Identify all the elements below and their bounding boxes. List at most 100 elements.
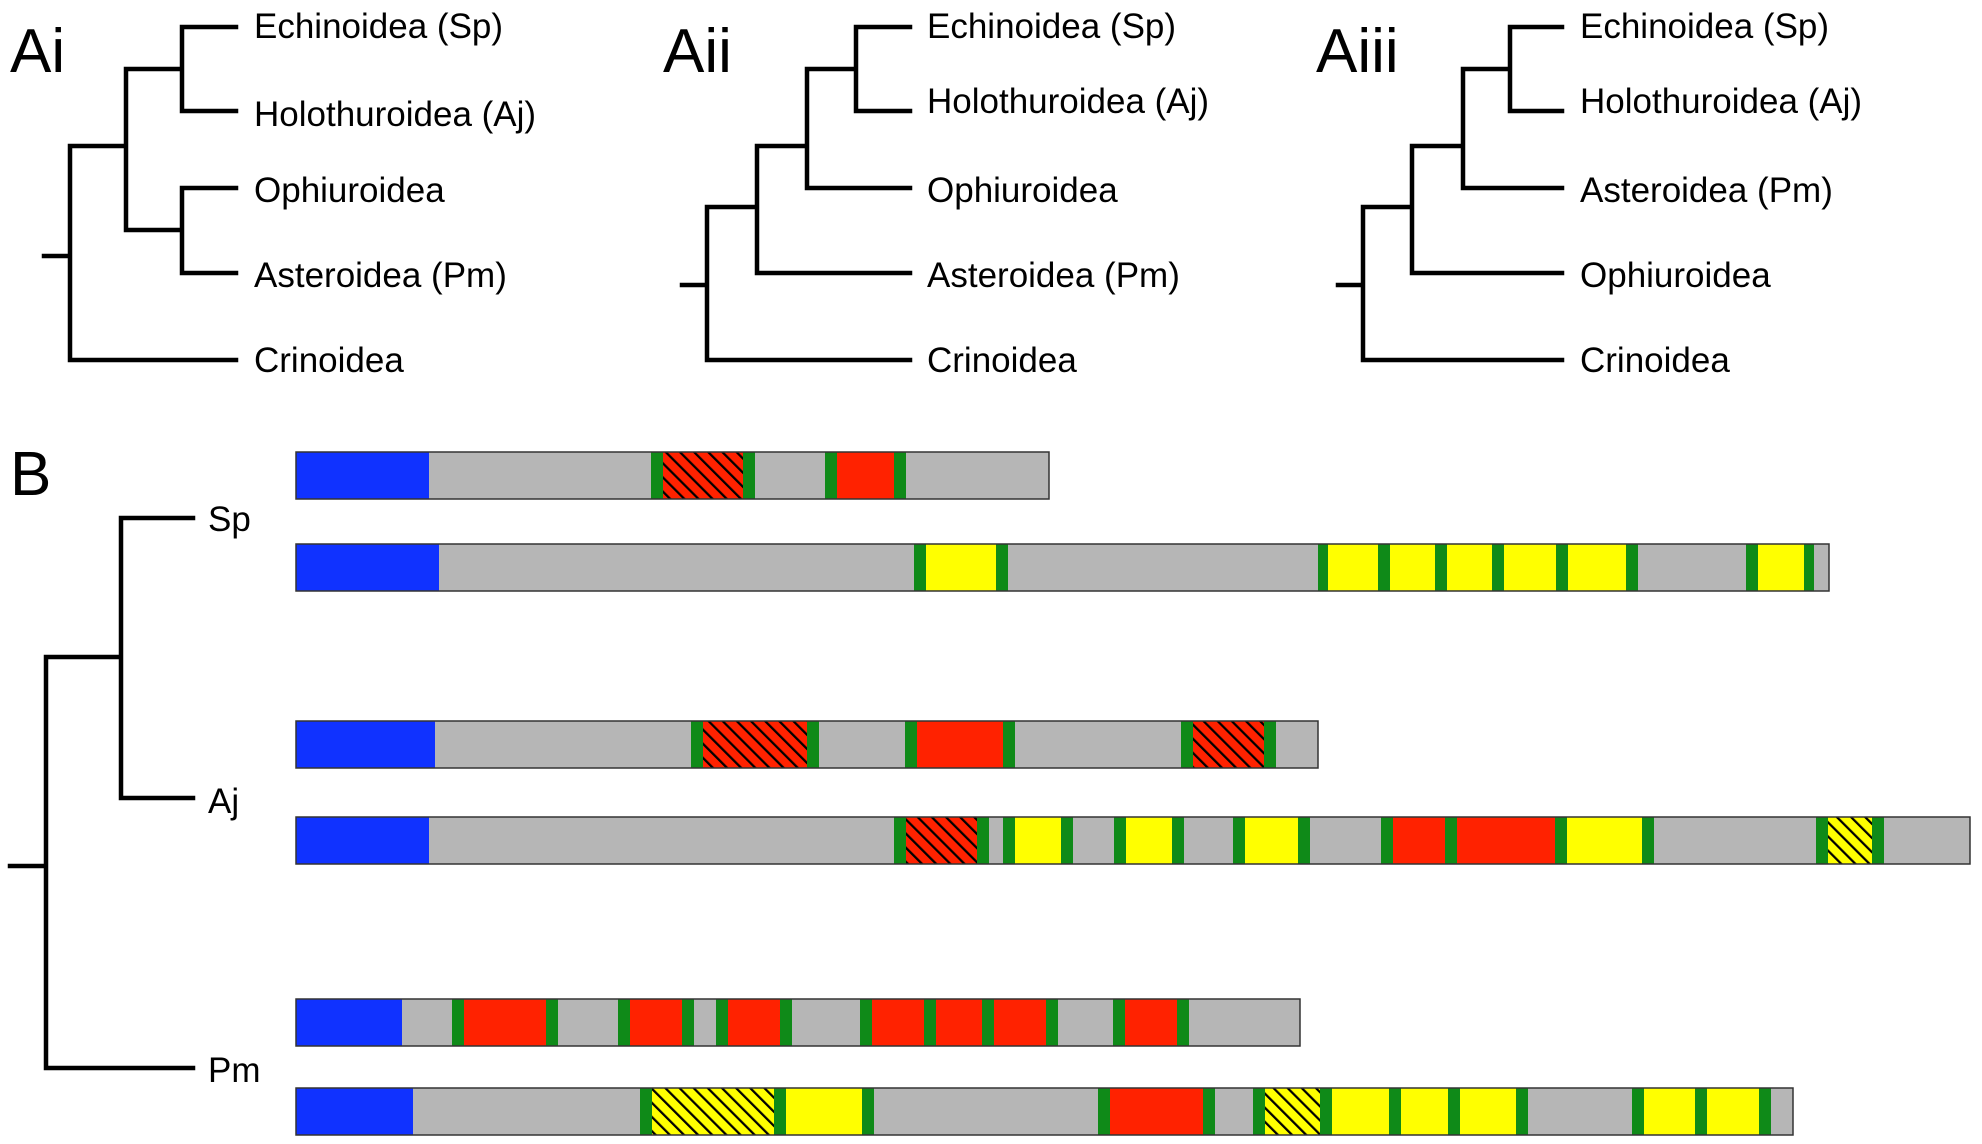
domain-green	[546, 999, 558, 1046]
domain-gray	[1008, 544, 1318, 591]
domain-red	[837, 452, 894, 499]
domain-green	[1113, 999, 1125, 1046]
domain-green	[1695, 1088, 1707, 1135]
domain-green	[860, 999, 872, 1046]
domain-green	[682, 999, 694, 1046]
species-label-pm: Pm	[208, 1051, 261, 1090]
domain-green	[651, 452, 663, 499]
domain-green	[780, 999, 792, 1046]
taxon-label: Asteroidea (Pm)	[254, 256, 507, 295]
domain-blue	[296, 817, 429, 864]
domain-green	[1061, 817, 1073, 864]
domain-gray	[1528, 1088, 1632, 1135]
domain-red	[917, 721, 1003, 768]
domain-green	[1435, 544, 1447, 591]
domain-red	[1393, 817, 1445, 864]
domain-gray	[1015, 721, 1181, 768]
tree-aiii	[1335, 24, 1565, 363]
domain-gray	[1814, 544, 1829, 591]
domain-gray	[755, 452, 825, 499]
domain-yellow	[1245, 817, 1298, 864]
domain-red-hatched	[663, 452, 743, 499]
domain-yellow-hatched	[652, 1088, 774, 1135]
domain-yellow-hatched	[1828, 817, 1872, 864]
domain-red	[994, 999, 1046, 1046]
domain-green	[1003, 721, 1015, 768]
domain-yellow	[786, 1088, 862, 1135]
domain-yellow	[1758, 544, 1804, 591]
domain-gray	[906, 452, 1049, 499]
domain-gray	[1884, 817, 1970, 864]
domain-green	[982, 999, 994, 1046]
domain-green	[1320, 1088, 1332, 1135]
species-label-sp: Sp	[208, 500, 251, 539]
domain-green	[894, 817, 906, 864]
domain-blue	[296, 1088, 413, 1135]
domain-green	[1556, 544, 1568, 591]
domain-red	[1125, 999, 1177, 1046]
domain-gray	[435, 721, 691, 768]
domain-red	[872, 999, 924, 1046]
taxon-label: Ophiuroidea	[1580, 256, 1771, 295]
domain-green	[1759, 1088, 1771, 1135]
domain-green	[1445, 817, 1457, 864]
domain-yellow	[1401, 1088, 1448, 1135]
taxon-label: Echinoidea (Sp)	[254, 7, 503, 46]
tree-b	[7, 515, 196, 1071]
protein-bar-aj	[295, 816, 1971, 865]
domain-green	[1378, 544, 1390, 591]
taxon-label: Ophiuroidea	[927, 171, 1118, 210]
domain-yellow	[1447, 544, 1492, 591]
taxon-label: Echinoidea (Sp)	[927, 7, 1176, 46]
domain-gray	[1276, 721, 1318, 768]
domain-yellow	[1707, 1088, 1759, 1135]
domain-yellow	[1568, 544, 1626, 591]
domain-green	[1389, 1088, 1401, 1135]
domain-red-hatched	[703, 721, 807, 768]
domain-green	[1253, 1088, 1265, 1135]
domain-red	[630, 999, 682, 1046]
domain-green	[1003, 817, 1015, 864]
domain-gray	[1058, 999, 1113, 1046]
domain-yellow	[1567, 817, 1642, 864]
domain-green	[1555, 817, 1567, 864]
domain-gray	[429, 817, 894, 864]
panel-ai: Ai Echinoidea (Sp) Holothuroidea (Aj) Op…	[10, 7, 536, 380]
domain-green	[977, 817, 989, 864]
domain-gray	[1771, 1088, 1793, 1135]
domain-blue	[296, 721, 435, 768]
domain-green	[1492, 544, 1504, 591]
domain-green	[1172, 817, 1184, 864]
domain-yellow	[1390, 544, 1435, 591]
domain-green	[1632, 1088, 1644, 1135]
domain-green	[716, 999, 728, 1046]
domain-yellow	[1015, 817, 1061, 864]
domain-gray	[558, 999, 618, 1046]
protein-bar-aj	[295, 720, 1319, 769]
domain-gray	[429, 452, 651, 499]
domain-green	[1746, 544, 1758, 591]
domain-green	[1516, 1088, 1528, 1135]
domain-yellow	[1332, 1088, 1389, 1135]
domain-red	[936, 999, 982, 1046]
taxon-label: Holothuroidea (Aj)	[254, 95, 536, 134]
domain-green	[1203, 1088, 1215, 1135]
domain-green	[1264, 721, 1276, 768]
domain-green	[452, 999, 464, 1046]
domain-gray	[989, 817, 1003, 864]
taxon-label: Crinoidea	[1580, 341, 1730, 380]
domain-green	[807, 721, 819, 768]
domain-green	[996, 544, 1008, 591]
taxon-label: Crinoidea	[927, 341, 1077, 380]
domain-gray	[874, 1088, 1098, 1135]
domain-gray	[439, 544, 914, 591]
domain-blue	[296, 544, 439, 591]
panel-b: B Sp Aj Pm	[7, 440, 1971, 1136]
protein-bar-sp	[295, 543, 1830, 592]
taxon-label: Holothuroidea (Aj)	[1580, 82, 1862, 121]
protein-bar-pm	[295, 1087, 1794, 1136]
domain-green	[825, 452, 837, 499]
domain-green	[691, 721, 703, 768]
domain-green	[1816, 817, 1828, 864]
